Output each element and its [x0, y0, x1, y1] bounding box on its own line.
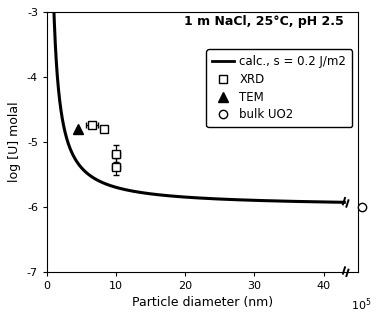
Legend: calc., s = 0.2 J/m2, XRD, TEM, bulk UO2: calc., s = 0.2 J/m2, XRD, TEM, bulk UO2 — [206, 49, 352, 127]
X-axis label: Particle diameter (nm): Particle diameter (nm) — [132, 296, 273, 309]
Text: $10^5$: $10^5$ — [352, 296, 372, 313]
Y-axis label: log [U] molal: log [U] molal — [8, 102, 21, 182]
Text: 1 m NaCl, 25°C, pH 2.5: 1 m NaCl, 25°C, pH 2.5 — [184, 15, 344, 28]
